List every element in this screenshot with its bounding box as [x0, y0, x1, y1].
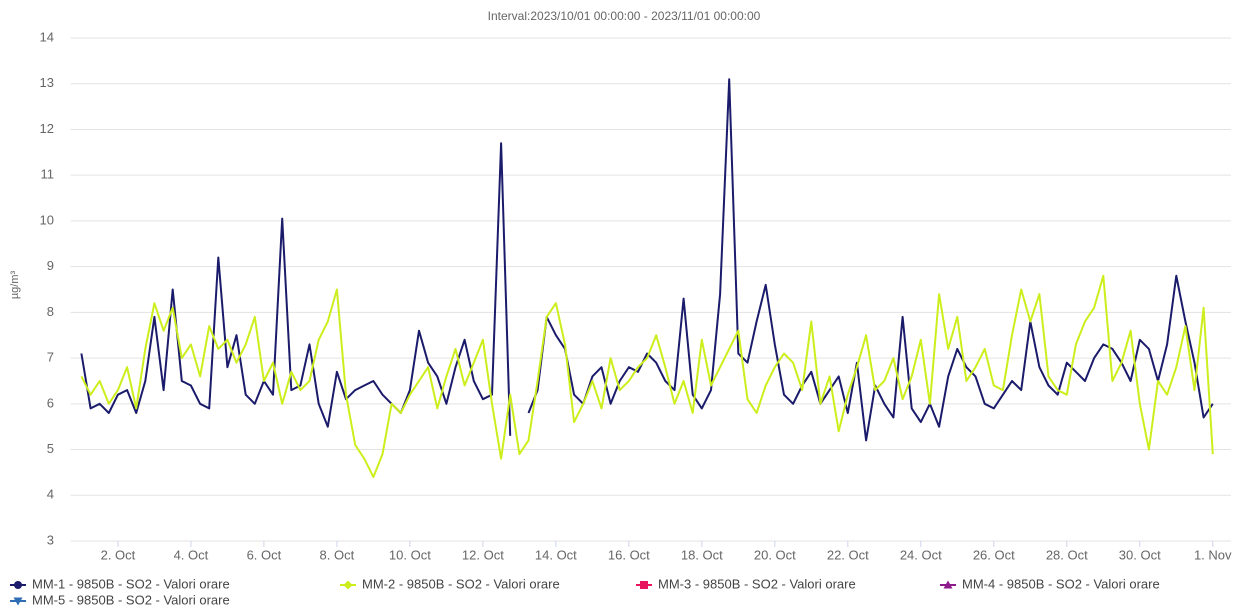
legend-marker	[640, 581, 648, 589]
y-tick-label: 8	[47, 304, 54, 319]
x-tick-label: 14. Oct	[535, 547, 577, 562]
legend-marker	[13, 597, 23, 606]
y-tick-label: 3	[47, 532, 54, 547]
x-tick-label: 1. Nov	[1194, 547, 1232, 562]
x-tick-label: 16. Oct	[608, 547, 650, 562]
x-tick-label: 6. Oct	[247, 547, 282, 562]
x-tick-label: 18. Oct	[681, 547, 723, 562]
y-tick-label: 4	[47, 487, 54, 502]
x-tick-label: 8. Oct	[320, 547, 355, 562]
x-tick-label: 30. Oct	[1119, 547, 1161, 562]
y-tick-label: 11	[41, 167, 55, 182]
x-tick-label: 20. Oct	[754, 547, 796, 562]
legend-marker	[343, 580, 353, 590]
legend-label: MM-3 - 9850B - SO2 - Valori orare	[658, 576, 856, 591]
legend-marker	[943, 580, 953, 589]
legend-marker	[14, 581, 22, 589]
legend-label: MM-1 - 9850B - SO2 - Valori orare	[32, 576, 230, 591]
legend-label: MM-2 - 9850B - SO2 - Valori orare	[362, 576, 560, 591]
legend-label: MM-4 - 9850B - SO2 - Valori orare	[962, 576, 1160, 591]
y-axis-label: µg/m³	[9, 270, 21, 299]
x-tick-label: 24. Oct	[900, 547, 942, 562]
y-tick-label: 9	[47, 258, 54, 273]
y-tick-label: 6	[47, 395, 54, 410]
x-tick-label: 12. Oct	[462, 547, 504, 562]
legend-label: MM-5 - 9850B - SO2 - Valori orare	[32, 592, 230, 607]
y-tick-label: 7	[47, 350, 54, 365]
series-line	[80, 78, 1214, 442]
y-tick-label: 5	[47, 441, 54, 456]
y-tick-label: 12	[40, 121, 54, 136]
y-tick-label: 14	[40, 29, 54, 44]
x-tick-label: 26. Oct	[973, 547, 1015, 562]
x-tick-label: 22. Oct	[827, 547, 869, 562]
x-tick-label: 28. Oct	[1046, 547, 1088, 562]
x-tick-label: 2. Oct	[101, 547, 136, 562]
chart-title: Interval:2023/10/01 00:00:00 - 2023/11/0…	[488, 9, 761, 23]
series-line	[80, 274, 1214, 478]
y-tick-label: 10	[40, 212, 54, 227]
x-tick-label: 4. Oct	[174, 547, 209, 562]
x-tick-label: 10. Oct	[389, 547, 431, 562]
y-tick-label: 13	[40, 75, 54, 90]
